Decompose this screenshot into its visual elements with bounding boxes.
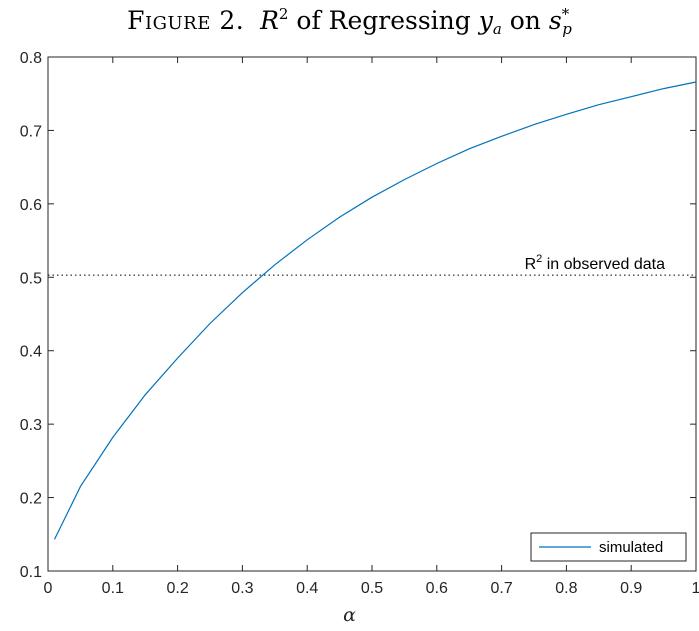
legend-label: simulated: [599, 539, 663, 556]
title-s-superscript: *: [561, 5, 570, 23]
y-tick-label: 0.7: [20, 123, 42, 140]
y-tick-label: 0.4: [20, 344, 42, 361]
y-tick-label: 0.8: [20, 50, 42, 67]
x-tick-label: 0.7: [490, 580, 512, 597]
y-tick-label: 0.6: [20, 197, 42, 214]
x-tick-label: 0.1: [102, 580, 124, 597]
chart-title: Figure 2. R2 of Regressing ya on s*p: [0, 5, 699, 38]
title-s: s: [548, 6, 562, 35]
title-r-exponent: 2: [278, 5, 289, 23]
y-tick-label: 0.2: [20, 491, 42, 508]
title-y: y: [478, 6, 493, 35]
title-on: on: [501, 6, 549, 35]
x-axis-label: α: [343, 604, 356, 626]
x-tick-label: 0.6: [426, 580, 448, 597]
x-tick-label: 0.8: [555, 580, 577, 597]
x-tick-label: 0.3: [231, 580, 253, 597]
title-y-subscript: a: [492, 20, 502, 38]
simulated-series-line: [53, 81, 697, 540]
title-mid: of Regressing: [288, 6, 479, 35]
x-tick-label: 0: [44, 580, 53, 597]
title-r: R: [260, 6, 279, 35]
y-tick-label: 0.3: [20, 417, 42, 434]
y-tick-label: 0.1: [20, 564, 42, 581]
x-tick-label: 0.9: [620, 580, 642, 597]
title-prefix: Figure 2.: [127, 6, 245, 35]
plot-area-frame: [47, 56, 697, 572]
y-tick-label: 0.5: [20, 270, 42, 287]
title-s-subscript: p: [562, 20, 572, 38]
x-tick-label: 1: [692, 580, 699, 597]
x-tick-label: 0.5: [361, 580, 383, 597]
x-tick-label: 0.2: [166, 580, 188, 597]
x-tick-label: 0.4: [296, 580, 318, 597]
reference-line-label: R2 in observed data: [525, 253, 666, 273]
